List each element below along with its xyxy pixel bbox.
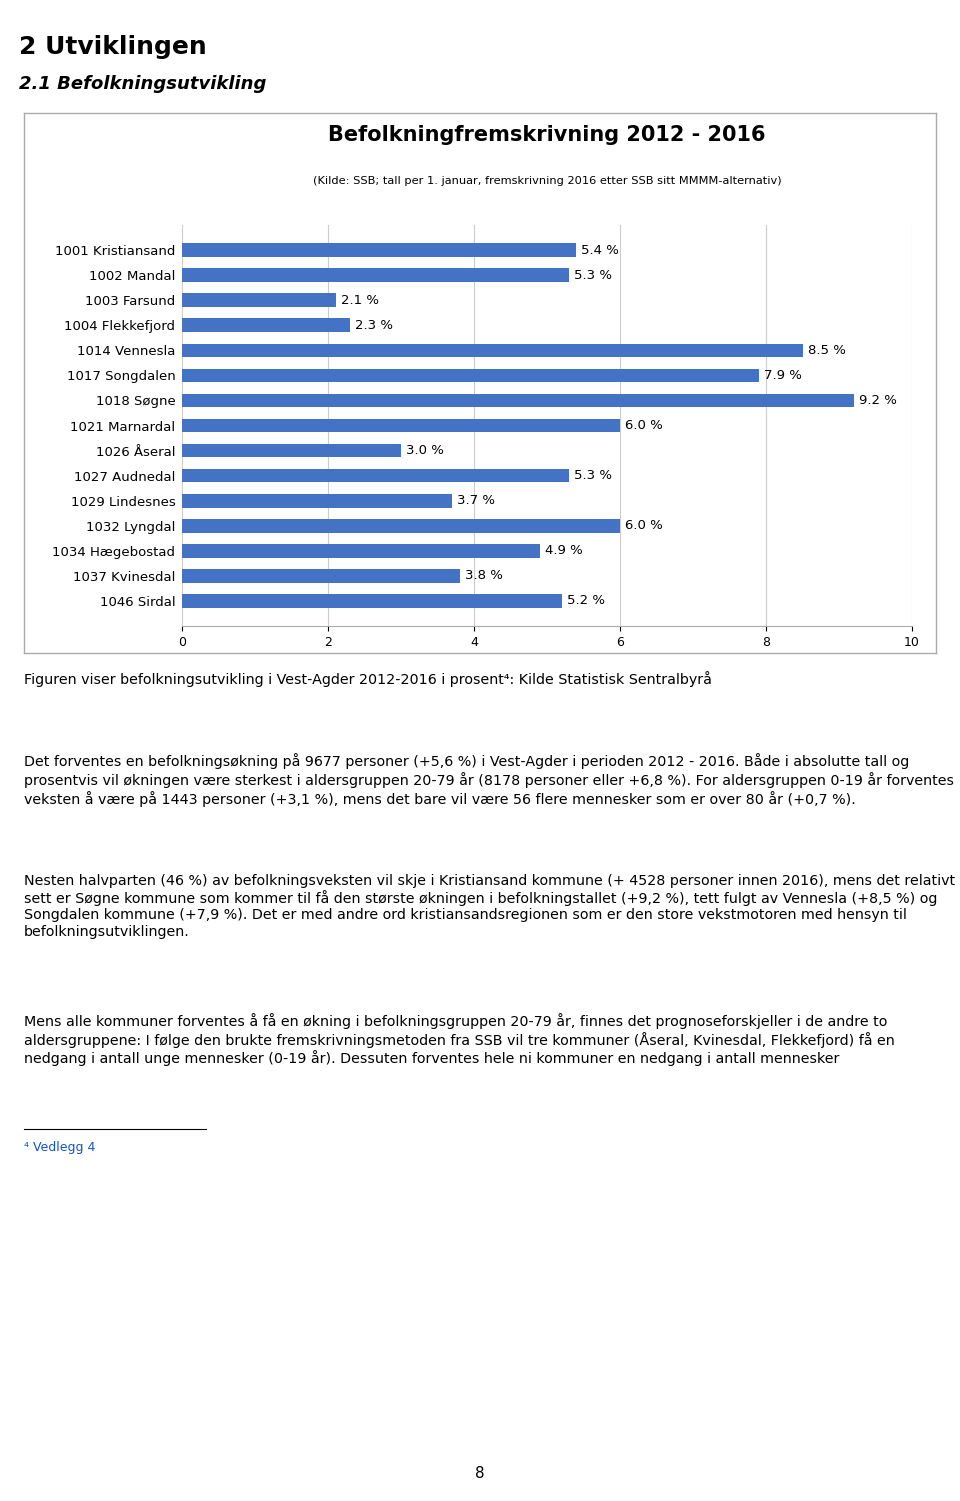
Text: 5.2 %: 5.2 % [567, 594, 605, 608]
Bar [182, 294, 336, 308]
Text: (Kilde: SSB; tall per 1. januar, fremskrivning 2016 etter SSB sitt MMMM-alternat: (Kilde: SSB; tall per 1. januar, fremskr… [313, 176, 781, 186]
Text: Mens alle kommuner forventes å få en økning i befolkningsgruppen 20-79 år, finne: Mens alle kommuner forventes å få en økn… [24, 1013, 895, 1066]
Text: 2.1 Befolkningsutvikling: 2.1 Befolkningsutvikling [19, 75, 267, 93]
Text: 9.2 %: 9.2 % [859, 393, 897, 407]
Bar [182, 494, 452, 507]
Bar [182, 444, 401, 458]
Text: 3.0 %: 3.0 % [406, 444, 444, 458]
Text: 2.1 %: 2.1 % [341, 294, 379, 306]
Bar [182, 594, 562, 608]
Bar [182, 519, 620, 533]
Text: 6.0 %: 6.0 % [625, 419, 663, 432]
Text: 8: 8 [475, 1466, 485, 1481]
Text: 8.5 %: 8.5 % [807, 344, 846, 357]
Text: 2.3 %: 2.3 % [355, 318, 394, 332]
Text: 2 Utviklingen: 2 Utviklingen [19, 35, 207, 59]
Text: Det forventes en befolkningsøkning på 9677 personer (+5,6 %) i Vest-Agder i peri: Det forventes en befolkningsøkning på 96… [24, 754, 954, 806]
Text: 7.9 %: 7.9 % [764, 369, 802, 381]
Text: 5.3 %: 5.3 % [574, 269, 612, 282]
Text: Nesten halvparten (46 %) av befolkningsveksten vil skje i Kristiansand kommune (: Nesten halvparten (46 %) av befolkningsv… [24, 874, 955, 938]
Text: 6.0 %: 6.0 % [625, 519, 663, 533]
Text: ⁴ Vedlegg 4: ⁴ Vedlegg 4 [24, 1141, 95, 1154]
Text: Befolkningfremskrivning 2012 - 2016: Befolkningfremskrivning 2012 - 2016 [328, 125, 766, 144]
Bar [182, 369, 758, 383]
Bar [182, 393, 853, 407]
Bar [182, 269, 569, 282]
Text: 3.7 %: 3.7 % [458, 494, 495, 507]
Text: 4.9 %: 4.9 % [545, 545, 583, 557]
Text: 3.8 %: 3.8 % [465, 569, 503, 582]
Text: Figuren viser befolkningsutvikling i Vest-Agder 2012-2016 i prosent⁴: Kilde Stat: Figuren viser befolkningsutvikling i Ves… [24, 671, 712, 687]
Bar [182, 468, 569, 482]
Bar [182, 569, 460, 582]
Bar [182, 543, 540, 557]
Bar [182, 243, 576, 257]
Bar [182, 344, 803, 357]
Text: 5.4 %: 5.4 % [582, 243, 619, 257]
Bar [182, 318, 350, 332]
Bar [182, 419, 620, 432]
Text: 5.3 %: 5.3 % [574, 470, 612, 482]
